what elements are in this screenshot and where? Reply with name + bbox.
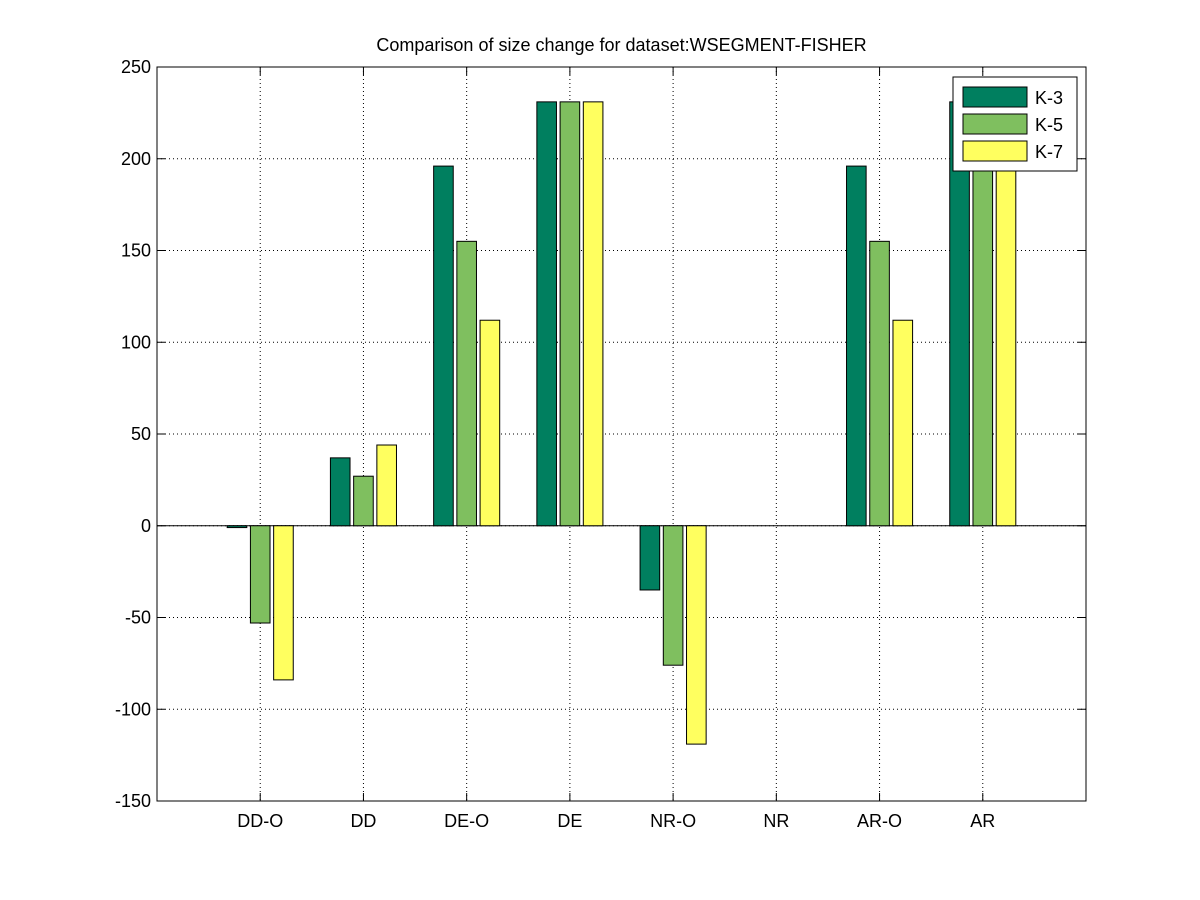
bar-k-5-ar-o <box>869 240 890 527</box>
bar-k-7-de-o <box>479 319 501 527</box>
bar-k-5-de-o <box>456 240 477 527</box>
y-tick-label: 0 <box>141 516 151 536</box>
legend-label-k-5: K-5 <box>1035 115 1063 135</box>
bar-k-5-dd <box>353 475 374 527</box>
bar-k-3-de <box>536 101 557 527</box>
bar-k-7-dd <box>376 444 397 527</box>
x-tick-label: NR-O <box>650 811 696 831</box>
bar-k-7-dd-o <box>273 525 294 681</box>
bar-k-3-ar-o <box>846 165 867 527</box>
x-tick-label: DD <box>350 811 376 831</box>
y-tick-label: 200 <box>121 149 151 169</box>
y-tick-label: -100 <box>115 699 151 719</box>
legend-swatch-k-3 <box>962 86 1028 108</box>
y-tick-label: 50 <box>131 424 151 444</box>
bar-k-5-de <box>559 101 581 527</box>
y-tick-label: 100 <box>121 332 151 352</box>
bar-k-3-dd <box>329 457 351 527</box>
bar-k-5-nr-o <box>662 525 684 666</box>
legend: K-3 K-5 K-7 <box>952 76 1078 172</box>
x-tick-label: DD-O <box>237 811 283 831</box>
y-axis: -150 -100 -50 0 50 100 150 200 250 <box>115 57 1086 811</box>
x-tick-label: DE-O <box>444 811 489 831</box>
bar-k-7-nr-o <box>686 525 707 745</box>
y-tick-label: 250 <box>121 57 151 77</box>
bar-k-7-ar-o <box>892 319 914 527</box>
legend-swatch-k-5 <box>962 113 1028 135</box>
y-tick-label: -150 <box>115 791 151 811</box>
bar-k-3-nr-o <box>639 525 661 591</box>
bar-k-7-de <box>582 101 604 527</box>
x-axis: DD-O DD DE-O DE NR-O NR AR-O AR <box>237 67 995 831</box>
x-tick-label: AR-O <box>857 811 902 831</box>
legend-label-k-7: K-7 <box>1035 142 1063 162</box>
x-tick-label: NR <box>763 811 789 831</box>
chart-title: Comparison of size change for dataset:WS… <box>376 35 866 55</box>
bar-k-3-dd-o <box>226 525 248 529</box>
bar-k-3-de-o <box>433 165 454 527</box>
y-tick-label: -50 <box>125 608 151 628</box>
legend-label-k-3: K-3 <box>1035 88 1063 108</box>
bar-k-5-dd-o <box>249 525 271 624</box>
x-tick-label: AR <box>970 811 995 831</box>
legend-swatch-k-7 <box>962 140 1028 162</box>
x-tick-label: DE <box>557 811 582 831</box>
y-tick-label: 150 <box>121 241 151 261</box>
bars-group <box>226 101 1017 745</box>
